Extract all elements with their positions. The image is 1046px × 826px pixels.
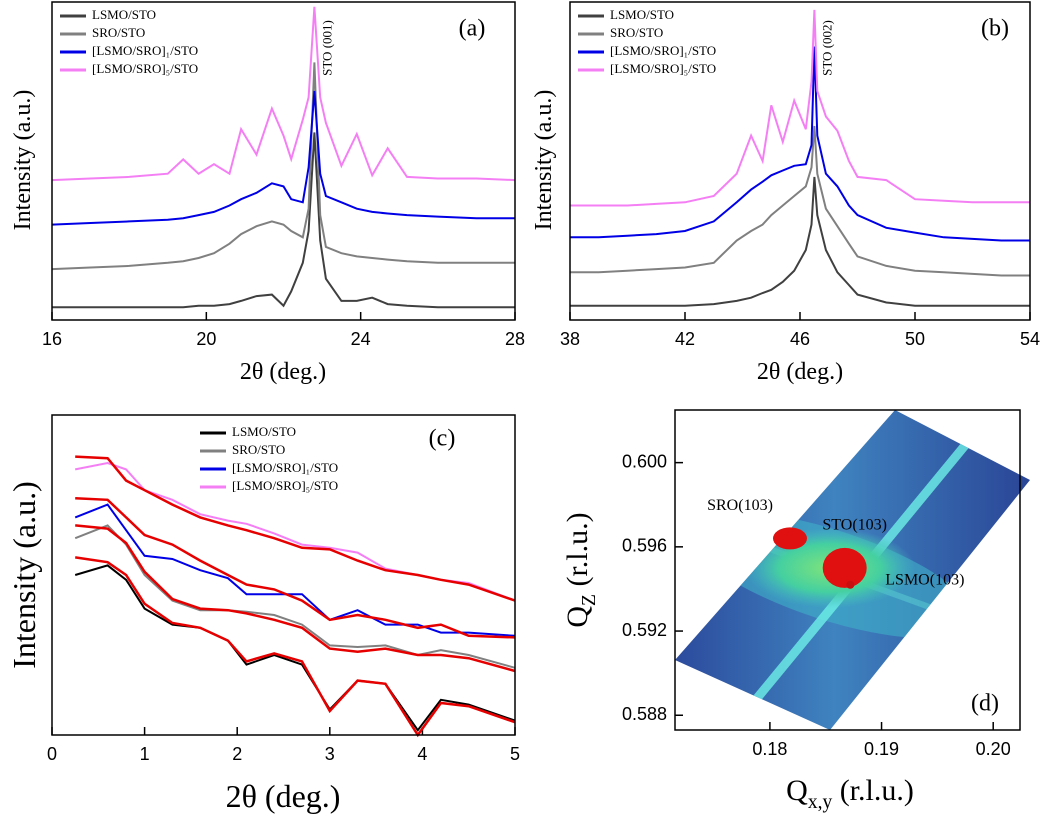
y-tick-label: 0.600 [622,451,667,471]
series-line [570,125,1030,277]
x-axis-label: 2θ (deg.) [226,778,341,814]
x-tick-label: 1 [140,744,150,764]
axis-label-main: Q [786,774,808,807]
axis-label-main: Q [561,606,594,628]
plot-frame [51,1,516,321]
panel-label: (d) [971,691,999,717]
fit-line [75,496,516,639]
y-tick-label: 0.596 [622,536,667,556]
peak-label: STO(103) [822,517,887,534]
x-tick-label: 24 [351,329,371,349]
peak-marker [846,580,855,589]
peak-label: SRO(103) [707,497,773,514]
axis-label-main: Intensity (a.u.) [6,481,42,669]
y-axis-label: Intensity (a.u.) [10,90,36,231]
series-line [74,524,516,669]
x-tick-label: 50 [905,329,925,349]
plot-frame [569,1,1031,321]
panel-label: (b) [981,16,1009,42]
series-line [51,90,515,226]
x-axis-label: 2θ (deg.) [240,359,326,385]
legend-label: LSMO/STO [232,424,296,439]
x-tick-label: 46 [790,329,810,349]
legend-label: SRO/STO [92,25,145,40]
y-tick-label: 0.592 [622,620,667,640]
y-axis-label: Intensity (a.u.) [6,481,42,669]
x-tick-label: 2 [232,744,242,764]
x-tick-label: 42 [675,329,695,349]
legend-label: LSMO/STO [610,7,674,22]
x-tick-label: 5 [510,744,520,764]
x-tick-label: 54 [1020,329,1040,349]
legend-label: [LSMO/SRO]₅/STO [232,478,338,493]
legend-label: [LSMO/SRO]₁/STO [232,460,338,475]
fit-line [75,556,516,738]
legend-label: SRO/STO [610,25,663,40]
series-line [570,9,1030,207]
series-line [570,176,1030,307]
x-tick-label: 0.18 [752,739,787,759]
y-axis-label: Intensity (a.u.) [531,90,557,231]
axis-label-main: Intensity (a.u.) [10,90,36,231]
y-axis-label: QZ (r.l.u.) [561,512,600,627]
peak-blob [822,547,867,588]
x-axis-label: 2θ (deg.) [757,359,843,385]
axis-label-unit: (r.l.u.) [561,512,594,594]
x-tick-label: 20 [196,329,216,349]
x-tick-label: 3 [325,744,335,764]
x-tick-label: 16 [42,329,62,349]
legend-label: [LSMO/SRO]₅/STO [610,61,716,76]
axis-label-sub: Z [579,594,600,606]
axis-label-main: 2θ (deg.) [226,778,341,814]
x-tick-label: 4 [417,744,427,764]
fit-line [75,455,516,602]
x-tick-label: 0.20 [976,739,1011,759]
series-line [74,564,516,732]
legend-label: [LSMO/SRO]₁/STO [92,43,198,58]
axis-label-unit: (r.l.u.) [832,774,914,807]
axis-label-main: 2θ (deg.) [757,359,843,385]
legend-label: [LSMO/SRO]₁/STO [610,43,716,58]
legend-label: LSMO/STO [92,7,156,22]
peak-annotation: STO (001) [319,20,334,76]
fit-line [75,524,516,673]
y-tick-label: 0.588 [622,704,667,724]
x-tick-label: 0.19 [864,739,899,759]
panel-label: (a) [459,16,486,42]
series-line [52,132,515,309]
axis-label-main: Intensity (a.u.) [531,90,557,231]
legend-label: SRO/STO [232,442,285,457]
series-line [570,46,1030,242]
axis-label-main: 2θ (deg.) [240,359,326,385]
x-tick-label: 38 [560,329,580,349]
x-tick-label: 0 [47,744,57,764]
peak-label: LSMO(103) [885,571,964,588]
panel-label: (c) [429,426,456,452]
series-line [51,6,516,182]
plot-frame [674,409,1021,731]
peak-annotation: STO (002) [819,20,834,76]
plot-frame [51,414,516,736]
legend-label: [LSMO/SRO]₅/STO [92,61,198,76]
x-tick-label: 28 [505,329,525,349]
series-line [51,62,515,271]
peak-blob [773,527,807,550]
axis-label-sub: x,y [808,792,833,813]
x-axis-label: Qx,y (r.l.u.) [786,774,914,813]
